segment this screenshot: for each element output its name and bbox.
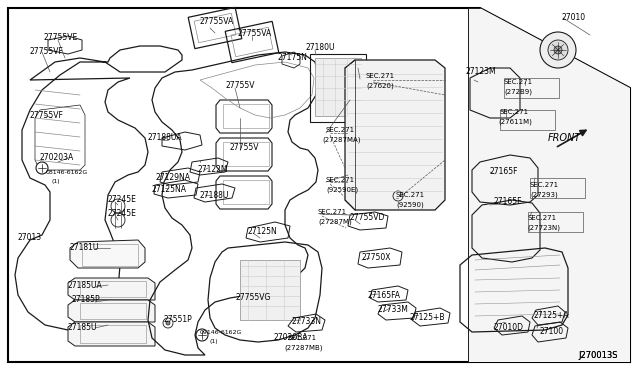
- Text: FRONT: FRONT: [548, 133, 581, 143]
- Text: 27122M: 27122M: [198, 166, 228, 174]
- Text: 27165F: 27165F: [494, 198, 522, 206]
- Circle shape: [166, 321, 170, 325]
- Text: 27125NA: 27125NA: [152, 186, 187, 195]
- Text: 27125N: 27125N: [248, 228, 278, 237]
- Text: (27723N): (27723N): [527, 225, 560, 231]
- Text: 27755VF: 27755VF: [30, 110, 64, 119]
- Bar: [530, 178, 585, 198]
- Text: 27750X: 27750X: [362, 253, 392, 263]
- Text: 27100: 27100: [540, 327, 564, 337]
- Text: (27293): (27293): [530, 192, 557, 198]
- Bar: [240, 260, 300, 320]
- Circle shape: [548, 40, 568, 60]
- Circle shape: [540, 32, 576, 68]
- Bar: [223, 104, 269, 128]
- Text: 27755VD: 27755VD: [350, 214, 385, 222]
- Text: 27755VA: 27755VA: [238, 29, 272, 38]
- Text: 27245E: 27245E: [108, 196, 137, 205]
- Polygon shape: [468, 8, 630, 362]
- Text: 27755VE: 27755VE: [44, 33, 78, 42]
- Text: SEC.271: SEC.271: [528, 215, 557, 221]
- Text: 27125+A: 27125+A: [534, 311, 570, 321]
- Text: 27010: 27010: [562, 13, 586, 22]
- Text: (92590): (92590): [396, 202, 424, 208]
- Circle shape: [554, 46, 562, 54]
- Text: SEC.271: SEC.271: [326, 177, 355, 183]
- Text: 27245E: 27245E: [108, 209, 137, 218]
- Text: 270203A: 270203A: [40, 154, 74, 163]
- Polygon shape: [68, 322, 155, 346]
- Text: 27129NA: 27129NA: [156, 173, 191, 183]
- Text: 27185P: 27185P: [72, 295, 100, 305]
- Text: 27123M: 27123M: [466, 67, 497, 77]
- Bar: [310, 54, 366, 122]
- Bar: [80, 281, 146, 297]
- Bar: [315, 58, 361, 116]
- Text: (27287MA): (27287MA): [322, 137, 360, 143]
- Text: 27180U: 27180U: [306, 44, 335, 52]
- Text: 27020BA: 27020BA: [274, 334, 308, 343]
- Polygon shape: [345, 60, 445, 210]
- Circle shape: [196, 329, 208, 341]
- Text: 27755VA: 27755VA: [200, 17, 234, 26]
- Text: SEC.271: SEC.271: [326, 127, 355, 133]
- Bar: [80, 303, 146, 319]
- Text: J270013S: J270013S: [578, 352, 618, 360]
- Bar: [500, 110, 555, 130]
- Text: SEC.271: SEC.271: [366, 73, 395, 79]
- Text: 27175N: 27175N: [278, 54, 308, 62]
- Text: 27188U: 27188U: [200, 190, 229, 199]
- Bar: [504, 78, 559, 98]
- Text: 09146-6162G: 09146-6162G: [200, 330, 243, 334]
- Text: (92590E): (92590E): [326, 187, 358, 193]
- Text: (27611M): (27611M): [498, 119, 532, 125]
- Text: 27125+B: 27125+B: [410, 314, 445, 323]
- Text: 27755V: 27755V: [230, 144, 259, 153]
- Text: (27620): (27620): [366, 83, 394, 89]
- Text: 27733M: 27733M: [378, 305, 409, 314]
- Text: J270013S: J270013S: [578, 352, 618, 360]
- Text: 27755VG: 27755VG: [236, 294, 271, 302]
- Text: 08146-6162G: 08146-6162G: [46, 170, 88, 174]
- Text: 27165FA: 27165FA: [368, 291, 401, 299]
- Text: SEC.271: SEC.271: [396, 192, 425, 198]
- Text: 27010D: 27010D: [494, 324, 524, 333]
- Polygon shape: [68, 278, 155, 300]
- Text: 27013: 27013: [18, 234, 42, 243]
- Text: 27755V: 27755V: [225, 81, 255, 90]
- Text: SEC.271: SEC.271: [288, 335, 317, 341]
- Bar: [223, 142, 269, 166]
- Text: 27733N: 27733N: [292, 317, 322, 327]
- Text: 27755VF: 27755VF: [30, 48, 64, 57]
- Polygon shape: [68, 300, 155, 322]
- Text: 27185UA: 27185UA: [68, 280, 103, 289]
- Text: 27181U: 27181U: [70, 244, 99, 253]
- Text: (27287M): (27287M): [318, 219, 352, 225]
- Text: (1): (1): [52, 180, 61, 185]
- Bar: [80, 325, 146, 343]
- Text: 27165F: 27165F: [490, 167, 518, 176]
- Circle shape: [36, 162, 48, 174]
- Bar: [82, 244, 138, 266]
- Text: 27551P: 27551P: [164, 315, 193, 324]
- Bar: [223, 180, 269, 204]
- Text: 27185U: 27185U: [68, 324, 97, 333]
- Text: SEC.271: SEC.271: [318, 209, 347, 215]
- Text: 27188UA: 27188UA: [148, 134, 182, 142]
- Polygon shape: [70, 240, 145, 268]
- Text: SEC.271: SEC.271: [530, 182, 559, 188]
- Text: (27287MB): (27287MB): [284, 345, 323, 351]
- Text: SEC.271: SEC.271: [500, 109, 529, 115]
- Text: (1): (1): [210, 340, 219, 344]
- Text: (272B9): (272B9): [504, 89, 532, 95]
- Text: SEC.271: SEC.271: [504, 79, 533, 85]
- Bar: [528, 212, 583, 232]
